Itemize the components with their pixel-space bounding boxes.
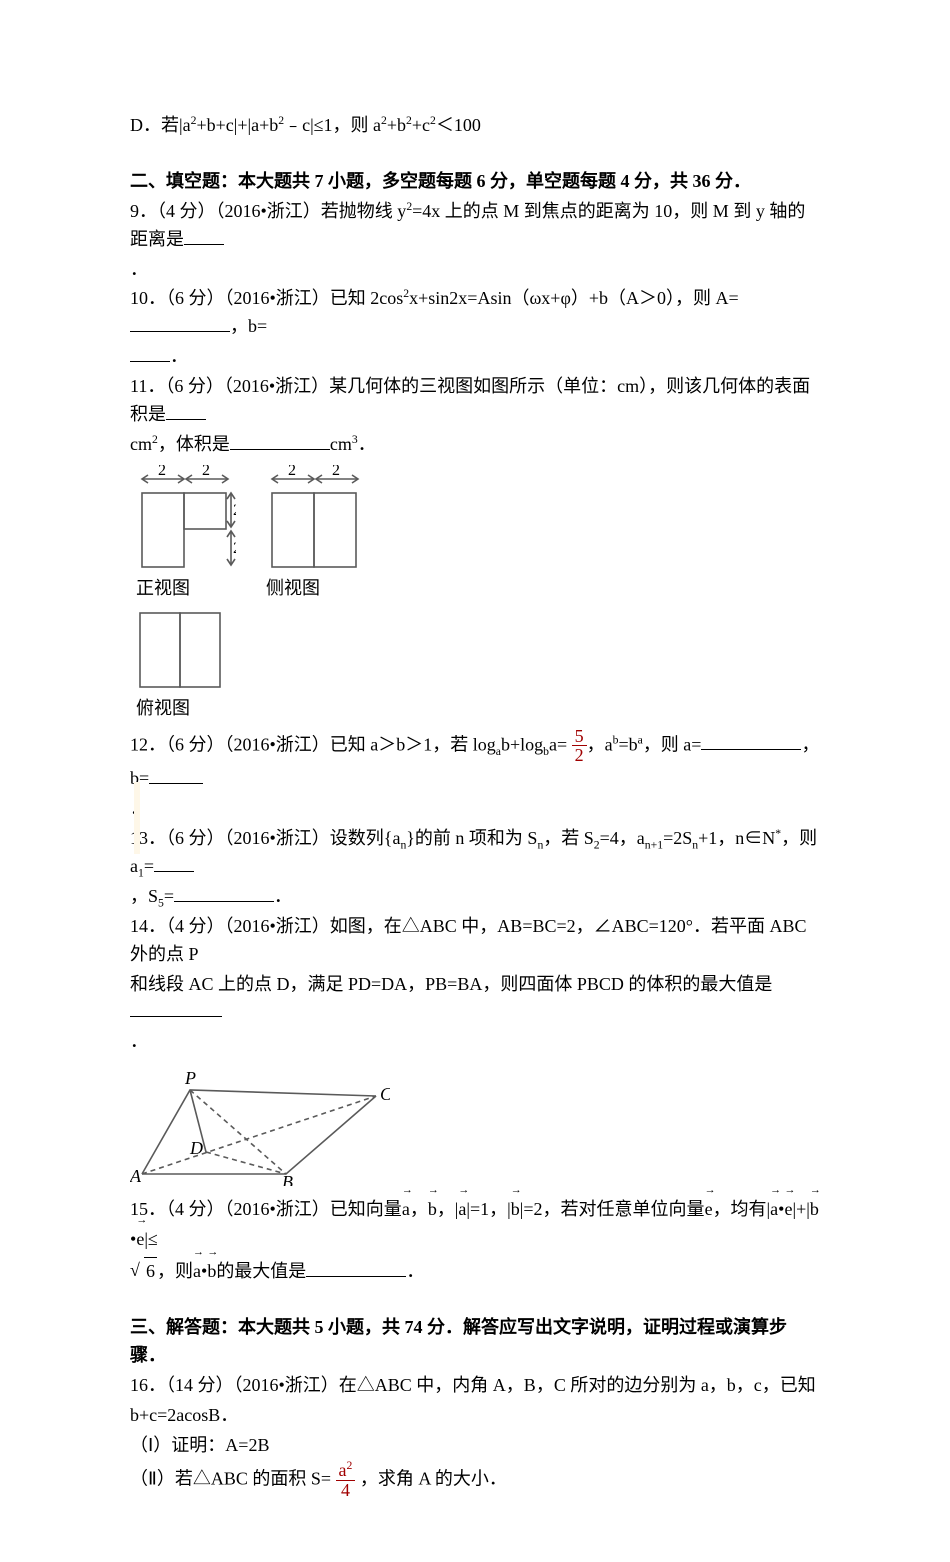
svg-text:P: P <box>184 1068 196 1088</box>
section-2-title: 二、填空题：本大题共 7 小题，多空题每题 6 分，单空题每题 4 分，共 36… <box>130 168 820 196</box>
frac-5-2: 5 2 <box>572 727 587 766</box>
q9-tail: ． <box>130 256 820 284</box>
vec-e: e <box>705 1194 713 1224</box>
q12-tail: ． <box>130 795 820 823</box>
q14-r1: 14．（4 分）（2016•浙江）如图，在△ABC 中，AB=BC=2，∠ABC… <box>130 913 820 969</box>
svg-text:2: 2 <box>233 540 236 557</box>
svg-text:D: D <box>189 1138 203 1158</box>
svg-text:2: 2 <box>158 465 166 479</box>
side-view-label: 侧视图 <box>266 575 366 603</box>
svg-text:2: 2 <box>288 465 296 479</box>
q9: 9．（4 分）（2016•浙江）若抛物线 y2=4x 上的点 M 到焦点的距离为… <box>130 198 820 254</box>
q10-row2: ． <box>130 343 820 371</box>
q16-p2: （Ⅱ）若△ABC 的面积 S= a2 4 ，求角 A 的大小． <box>130 1461 820 1500</box>
top-view: 俯视图 <box>136 609 820 723</box>
svg-text:A: A <box>130 1166 142 1186</box>
svg-text:2: 2 <box>332 465 340 479</box>
q16-r1: 16．（14 分）（2016•浙江）在△ABC 中，内角 A，B，C 所对的边分… <box>130 1372 820 1400</box>
svg-text:C: C <box>380 1084 390 1104</box>
q15-row2: 6，则a•b的最大值是． <box>130 1256 820 1286</box>
side-view: 2 2 侧视图 <box>266 465 366 603</box>
vec-b: b <box>428 1194 437 1224</box>
opt-d: D．若|a2+b+c|+|a+b2﹣c|≤1，则 a2+b2+c2＜100 <box>130 112 820 140</box>
front-view-label: 正视图 <box>136 575 236 603</box>
q11: 11．（6 分）（2016•浙江）某几何体的三视图如图所示（单位：cm），则该几… <box>130 373 820 429</box>
q11-row2: cm2，体积是cm3． <box>130 431 820 459</box>
q14-r2: 和线段 AC 上的点 D，满足 PD=DA，PB=BA，则四面体 PBCD 的体… <box>130 971 820 1027</box>
q13: 13．（6 分）（2016•浙江）设数列{an}的前 n 项和为 Sn，若 S2… <box>130 825 820 881</box>
sqrt-6: 6 <box>130 1257 157 1286</box>
svg-text:B: B <box>282 1172 293 1186</box>
three-views: 2 2 2 2 正视图 <box>136 465 820 723</box>
tetrahedron-figure: P C A B D <box>130 1066 820 1186</box>
q13-row2: ，S5=． <box>130 883 820 911</box>
svg-text:2: 2 <box>202 465 210 479</box>
q14-tail: ． <box>130 1028 820 1056</box>
q15: 15．（4 分）（2016•浙江）已知向量a，b，|a|=1，|b|=2，若对任… <box>130 1194 820 1254</box>
frac-a2-4: a2 4 <box>336 1461 356 1500</box>
front-view: 2 2 2 2 正视图 <box>136 465 236 603</box>
svg-text:2: 2 <box>233 502 236 519</box>
section-3-title: 三、解答题：本大题共 5 小题，共 74 分．解答应写出文字说明，证明过程或演算… <box>130 1314 820 1370</box>
top-view-label: 俯视图 <box>136 695 820 723</box>
opt-d-text: D．若|a2+b+c|+|a+b2﹣c|≤1，则 a2+b2+c2＜100 <box>130 115 481 135</box>
q12: 12．（6 分）（2016•浙江）已知 a＞b＞1，若 logab+logba=… <box>130 727 820 794</box>
q10: 10．（6 分）（2016•浙江）已知 2cos2x+sin2x=Asin（ωx… <box>130 285 820 341</box>
q16-p1: （Ⅰ）证明：A=2B <box>130 1432 820 1460</box>
q16-r2: b+c=2acosB． <box>130 1402 820 1430</box>
vec-a: a <box>402 1194 410 1224</box>
